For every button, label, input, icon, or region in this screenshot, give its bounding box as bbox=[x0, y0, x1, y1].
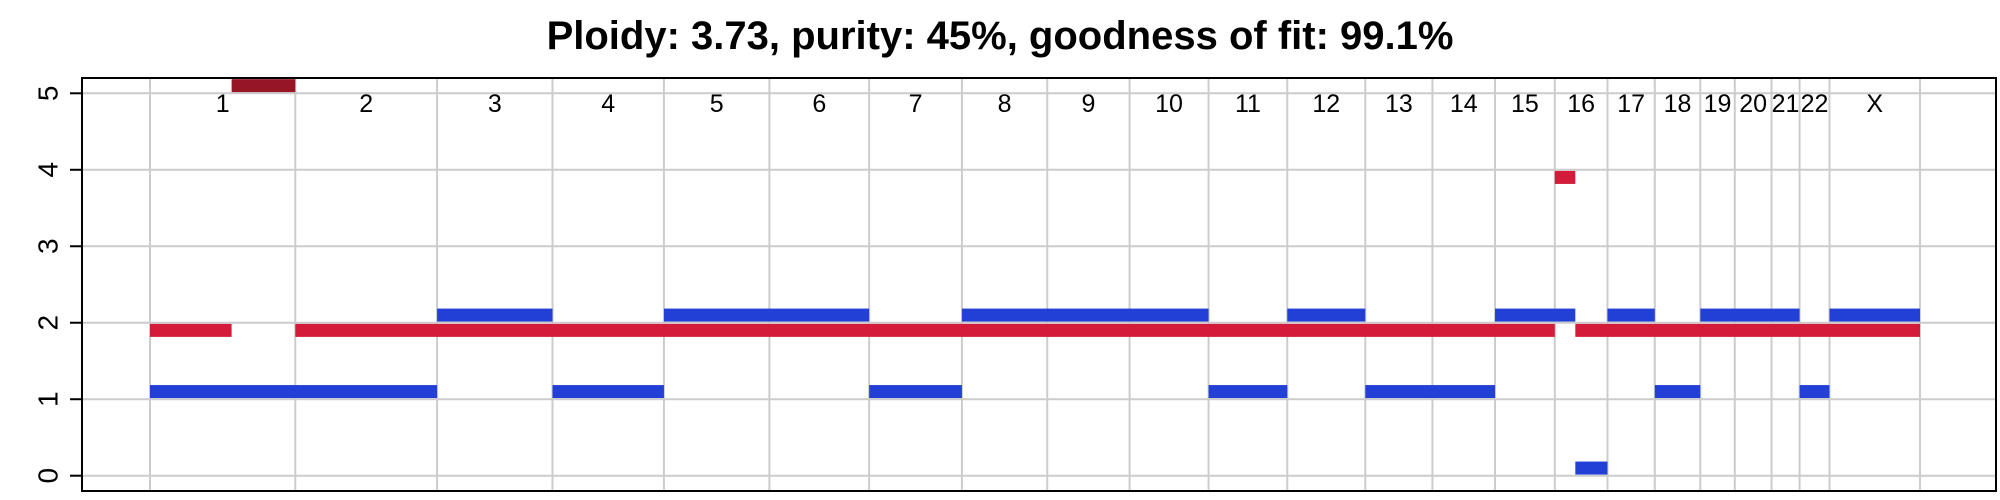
chromosome-label: 8 bbox=[998, 90, 1012, 118]
major-allele-segment bbox=[1575, 323, 1920, 337]
major-allele-segment bbox=[231, 79, 296, 93]
chromosome-label: 1 bbox=[216, 90, 230, 118]
chromosome-label: 14 bbox=[1450, 90, 1478, 118]
y-tick-label: 5 bbox=[33, 86, 64, 102]
minor-allele-segment bbox=[1575, 461, 1608, 475]
chromosome-label: 6 bbox=[812, 90, 826, 118]
minor-allele-segment bbox=[869, 385, 962, 399]
minor-allele-segment bbox=[1700, 308, 1800, 322]
chromosome-label: 19 bbox=[1704, 90, 1732, 118]
minor-allele-segment bbox=[961, 308, 1209, 322]
y-axis: 0 1 2 3 4 5 bbox=[33, 86, 82, 484]
y-tick-label: 0 bbox=[33, 468, 64, 484]
minor-allele-segment bbox=[663, 308, 870, 322]
y-tick-label: 4 bbox=[33, 162, 64, 178]
major-allele-segment bbox=[295, 323, 1555, 337]
segment-bars bbox=[150, 79, 1920, 475]
chromosome-label: 15 bbox=[1511, 90, 1539, 118]
minor-allele-segment bbox=[1829, 308, 1920, 322]
chromosome-label: 20 bbox=[1739, 90, 1767, 118]
minor-allele-segment bbox=[437, 308, 553, 322]
chromosome-label: 4 bbox=[601, 90, 615, 118]
minor-allele-segment bbox=[1208, 385, 1288, 399]
chart-title: Ploidy: 3.73, purity: 45%, goodness of f… bbox=[546, 14, 1454, 58]
vertical-gridlines bbox=[149, 78, 1921, 491]
major-allele-segment bbox=[1554, 170, 1576, 184]
plot-frame bbox=[81, 77, 1997, 492]
chromosome-label: 10 bbox=[1155, 90, 1183, 118]
minor-allele-segment bbox=[1799, 385, 1830, 399]
chromosome-label: 12 bbox=[1312, 90, 1340, 118]
chromosome-label: 2 bbox=[359, 90, 373, 118]
chromosome-label: 13 bbox=[1385, 90, 1413, 118]
y-tick-label: 2 bbox=[33, 315, 64, 331]
chromosome-label: 3 bbox=[488, 90, 502, 118]
chromosome-label: 11 bbox=[1235, 90, 1261, 118]
minor-allele-segment bbox=[1365, 385, 1496, 399]
chromosome-labels: 1 2 3 4 5 6 7 8 9 10 11 12 13 14 15 16 17 18 19 20 21 22 X bbox=[216, 90, 1884, 118]
major-allele-segment bbox=[150, 323, 232, 337]
minor-allele-segment bbox=[1287, 308, 1366, 322]
minor-allele-segment bbox=[150, 385, 438, 399]
minor-allele-segment bbox=[1607, 308, 1655, 322]
chromosome-label: 18 bbox=[1664, 90, 1692, 118]
minor-allele-segment bbox=[1654, 385, 1701, 399]
minor-allele-segment bbox=[552, 385, 664, 399]
y-tick-label: 3 bbox=[33, 238, 64, 254]
minor-allele-segment bbox=[1495, 308, 1576, 322]
chromosome-label: 7 bbox=[909, 90, 923, 118]
chromosome-label: 22 bbox=[1801, 90, 1829, 118]
chromosome-label: 9 bbox=[1081, 90, 1095, 118]
chromosome-label: 16 bbox=[1567, 90, 1595, 118]
horizontal-gridlines bbox=[82, 92, 1996, 477]
chromosome-label: 5 bbox=[710, 90, 724, 118]
chromosome-label: 17 bbox=[1617, 90, 1645, 118]
y-tick-label: 1 bbox=[33, 391, 64, 407]
chromosome-label: 21 bbox=[1772, 90, 1800, 118]
chromosome-label: X bbox=[1866, 90, 1883, 118]
